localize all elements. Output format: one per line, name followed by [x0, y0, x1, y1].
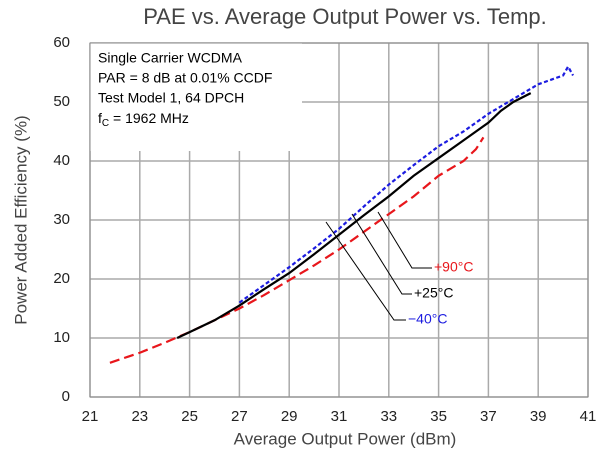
series-line — [109, 136, 485, 364]
x-tick-label: 35 — [430, 408, 447, 425]
y-tick-label: 40 — [53, 152, 70, 169]
x-tick-label: 23 — [131, 408, 148, 425]
chart-title: PAE vs. Average Output Power vs. Temp. — [143, 4, 547, 29]
annotation-subscript: C — [102, 118, 109, 129]
y-axis-label: Power Added Efficiency (%) — [11, 115, 30, 324]
x-tick-label: 31 — [331, 408, 348, 425]
x-tick-label: 33 — [380, 408, 397, 425]
annotation-part: f — [98, 110, 102, 126]
x-tick-label: 39 — [530, 408, 547, 425]
x-tick-label: 25 — [181, 408, 198, 425]
annotation: PAR = 8 dB at 0.01% CCDF — [98, 70, 272, 86]
leaders — [325, 211, 432, 321]
series-line — [176, 92, 532, 339]
series-label: +90°C — [434, 259, 473, 275]
y-tick-label: 10 — [53, 329, 70, 346]
annotation: Single Carrier WCDMA — [98, 50, 243, 66]
series-label: +25°C — [414, 285, 453, 301]
x-axis-label: Average Output Power (dBm) — [234, 429, 457, 448]
y-tick-label: 30 — [53, 211, 70, 228]
x-tick-label: 27 — [231, 408, 248, 425]
series-label: −40°C — [408, 311, 447, 327]
plot-frame — [89, 42, 589, 398]
y-tick-label: 0 — [62, 388, 70, 405]
y-tick-label: 60 — [53, 34, 70, 51]
leader-line — [351, 213, 412, 295]
leader-line — [325, 221, 406, 321]
y-tick-label: 50 — [53, 93, 70, 110]
annotation-part: = 1962 MHz — [109, 110, 189, 126]
x-tick-label: 37 — [480, 408, 497, 425]
annotation: Test Model 1, 64 DPCH — [98, 90, 244, 106]
annotation: fC = 1962 MHz — [98, 110, 189, 129]
x-tick-label: 41 — [580, 408, 597, 425]
x-tick-label: 21 — [82, 408, 99, 425]
leader-line — [377, 211, 432, 269]
lines — [109, 64, 575, 364]
x-tick-label: 29 — [281, 408, 298, 425]
y-tick-label: 20 — [53, 270, 70, 287]
annotation-box — [90, 43, 302, 151]
series-line — [238, 64, 575, 304]
